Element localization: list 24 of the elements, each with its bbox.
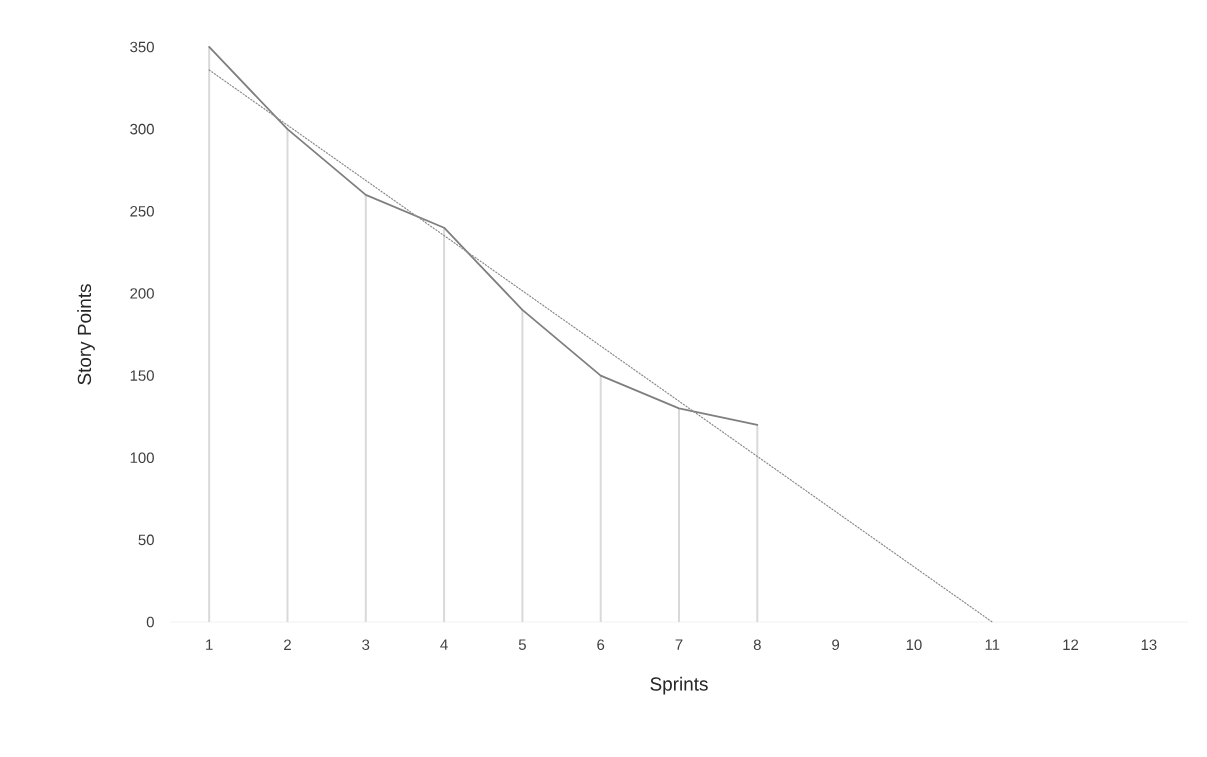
x-axis-title: Sprints <box>650 676 708 695</box>
line-series <box>208 46 759 426</box>
y-tick-label: 0 <box>146 616 154 628</box>
x-tick-label: 12 <box>1063 639 1079 650</box>
x-tick-label: 10 <box>906 639 922 651</box>
x-tick-label: 11 <box>985 639 1000 650</box>
y-tick-label: 300 <box>130 123 154 135</box>
y-tick-label: 100 <box>130 452 154 463</box>
x-tick-label: 3 <box>362 639 370 651</box>
y-tick-label: 200 <box>130 288 154 299</box>
x-tick-label: 1 <box>206 639 213 650</box>
x-tick-label: 4 <box>440 639 448 650</box>
x-tick-label: 8 <box>753 639 761 651</box>
y-axis-title: Story Points <box>77 284 95 385</box>
x-tick-label: 13 <box>1141 639 1157 651</box>
y-tick-label: 50 <box>138 534 154 546</box>
x-tick-label: 5 <box>518 639 526 650</box>
y-tick-label: 250 <box>130 205 154 217</box>
x-tick-label: 2 <box>284 639 291 650</box>
x-tick-label: 7 <box>675 639 683 650</box>
y-tick-label: 350 <box>130 41 154 53</box>
x-tick-label: 6 <box>597 639 605 651</box>
x-tick-label: 9 <box>832 639 840 651</box>
y-tick-label: 150 <box>130 370 154 381</box>
